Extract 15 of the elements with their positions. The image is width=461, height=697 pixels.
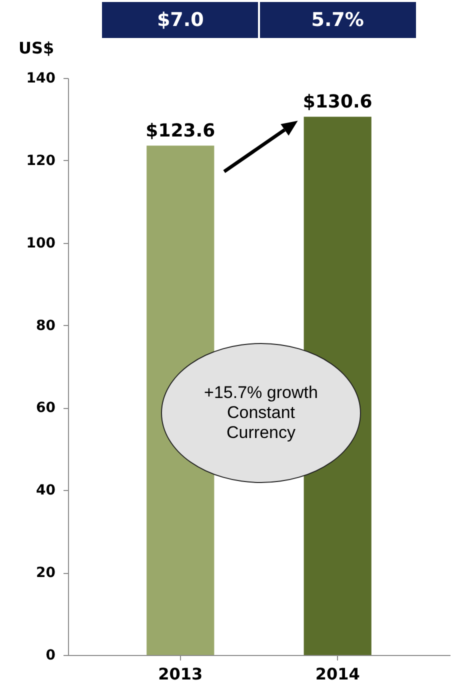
- y-tick-label: 20: [36, 565, 56, 582]
- y-tick-label: 100: [26, 235, 56, 252]
- text: 5.7%: [260, 2, 416, 38]
- y-tick-label: 80: [36, 318, 56, 334]
- y-axis-title: US$: [18, 38, 54, 58]
- y-tick-label: 120: [26, 152, 56, 169]
- y-tick-label: 0: [46, 648, 56, 664]
- x-tick-label: 2013: [158, 664, 203, 684]
- y-tick-label: 60: [36, 400, 56, 416]
- text: $7.0: [102, 2, 258, 38]
- data-label: $123.6: [146, 120, 216, 142]
- y-tick-label: 40: [36, 482, 56, 499]
- x-tick-label: 2014: [315, 664, 360, 684]
- y-tick-label: 140: [26, 70, 56, 86]
- data-label: $130.6: [302, 92, 372, 113]
